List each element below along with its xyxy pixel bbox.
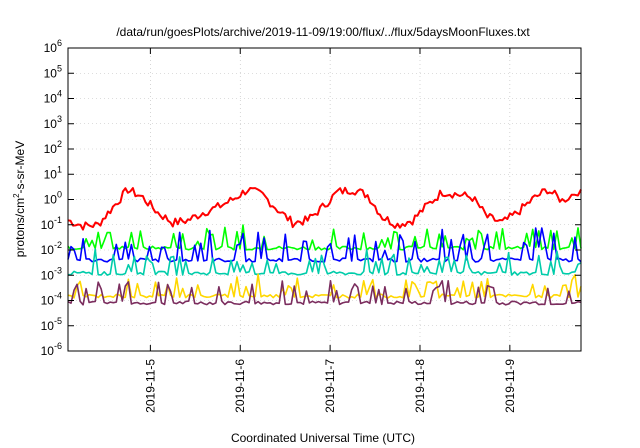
y-tick-label: 102	[44, 139, 62, 156]
y-tick-base: 10	[41, 319, 55, 333]
x-tick-label: 2019-11-8	[413, 359, 427, 413]
y-tick-exp: 5	[57, 63, 62, 73]
series-line-1	[67, 186, 582, 231]
x-tick-label: 2019-11-5	[143, 359, 157, 413]
y-tick-base: 10	[44, 193, 58, 207]
y-tick-label: 10-2	[41, 240, 62, 257]
y-tick-base: 10	[44, 41, 58, 55]
y-tick-label: 106	[44, 38, 62, 55]
y-tick-exp: -5	[54, 316, 62, 326]
x-tick-label: 2019-11-7	[323, 359, 337, 413]
y-tick-exp: -2	[54, 240, 62, 250]
y-tick-label: 10-4	[41, 291, 62, 308]
y-tick-exp: -1	[54, 215, 62, 225]
y-tick-label: 105	[44, 63, 62, 80]
y-tick-base: 10	[41, 268, 55, 282]
y-tick-label: 10-5	[41, 316, 62, 333]
y-tick-label: 101	[44, 164, 62, 181]
y-tick-base: 10	[44, 66, 58, 80]
series-line-2	[67, 224, 582, 251]
y-tick-exp: 1	[57, 164, 62, 174]
y-tick-exp: -4	[54, 291, 62, 301]
y-tick-exp: 4	[57, 89, 62, 99]
y-tick-base: 10	[41, 243, 55, 257]
y-tick-label: 100	[44, 190, 62, 207]
y-axis-label-exp: 2	[12, 193, 21, 198]
x-tick-label: 2019-11-6	[233, 359, 247, 413]
series-line-4	[68, 248, 582, 276]
y-tick-exp: 6	[57, 38, 62, 48]
y-tick-label: 103	[44, 114, 62, 131]
chart-title: /data/run/goesPlots/archive/2019-11-09/1…	[116, 25, 530, 39]
y-axis: 10-610-510-410-310-210-11001011021031041…	[41, 38, 581, 358]
y-tick-exp: -3	[54, 265, 62, 275]
y-tick-base: 10	[44, 167, 58, 181]
series-line-3	[67, 227, 582, 263]
x-axis-label: Coordinated Universal Time (UTC)	[231, 431, 415, 445]
y-tick-exp: 3	[57, 114, 62, 124]
y-tick-exp: -6	[54, 341, 62, 351]
y-tick-label: 10-1	[41, 215, 62, 232]
y-tick-base: 10	[44, 142, 58, 156]
y-tick-label: 10-3	[41, 265, 62, 282]
x-axis: 2019-11-5 2019-11-6 2019-11-7 2019-11-8 2019…	[143, 48, 517, 413]
y-tick-base: 10	[44, 92, 58, 106]
y-tick-base: 10	[41, 294, 55, 308]
y-tick-exp: 2	[57, 139, 62, 149]
series-group	[67, 186, 582, 306]
y-axis-label-base: protons/cm	[13, 198, 27, 257]
y-tick-base: 10	[41, 344, 55, 358]
y-tick-base: 10	[41, 218, 55, 232]
x-tick-label: 2019-11-9	[503, 359, 517, 413]
y-tick-exp: 0	[57, 190, 62, 200]
y-axis-label-rest: -s-sr-MeV	[13, 141, 27, 194]
y-tick-base: 10	[44, 117, 58, 131]
y-axis-label: protons/cm2-s-sr-MeV	[12, 141, 27, 257]
series-line-6	[67, 280, 582, 306]
y-tick-label: 104	[44, 89, 62, 106]
y-tick-label: 10-6	[41, 341, 62, 358]
